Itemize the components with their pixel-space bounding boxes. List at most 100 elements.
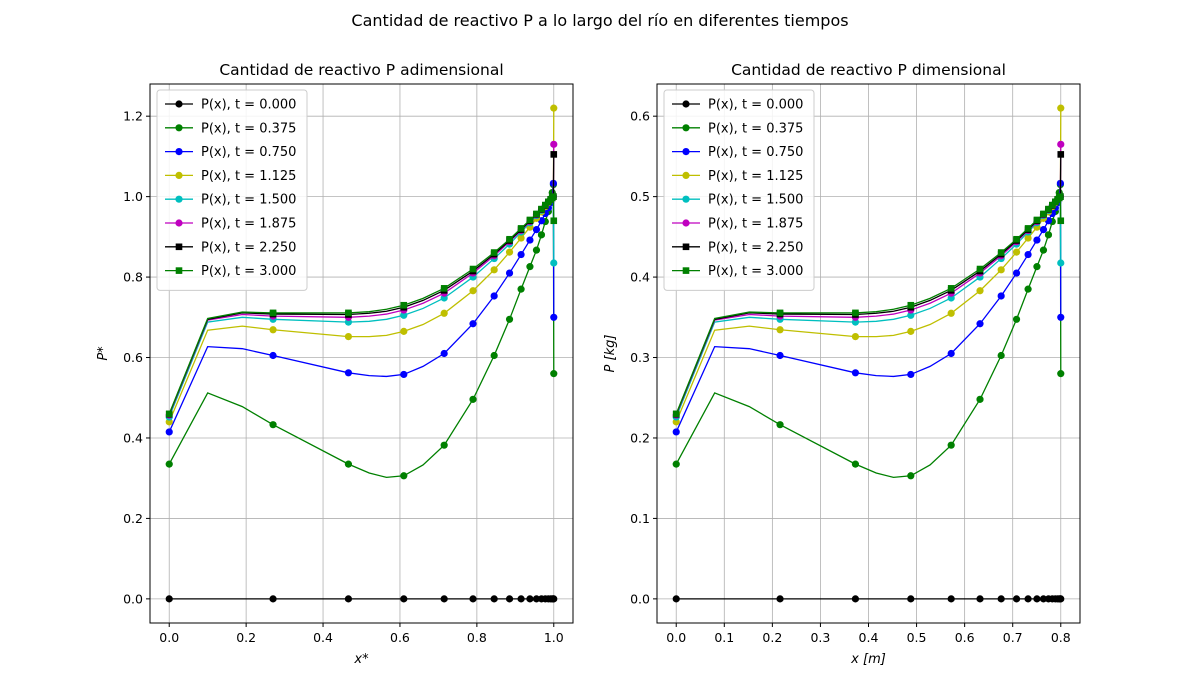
y-tick-label: 0.2 [123, 511, 143, 526]
legend-label: P(x), t = 2.250 [708, 240, 803, 255]
data-point [469, 265, 477, 273]
data-point [1057, 151, 1065, 158]
y-tick-label: 0.3 [630, 350, 650, 365]
data-point [526, 236, 534, 244]
data-point [1033, 263, 1041, 271]
data-point [976, 595, 984, 603]
legend-entry: P(x), t = 2.250 [672, 240, 803, 255]
series-0 [672, 595, 1065, 603]
data-point [550, 217, 558, 225]
data-point [672, 595, 680, 603]
legend-label: P(x), t = 3.000 [201, 264, 296, 279]
data-point [400, 311, 408, 319]
data-point [976, 395, 984, 403]
legend-marker [175, 219, 183, 227]
data-point [165, 595, 173, 603]
plot-area [672, 104, 1065, 603]
data-point [440, 285, 448, 292]
y-tick-label: 0.4 [630, 270, 650, 285]
data-point [269, 326, 277, 334]
y-tick-label: 0.6 [630, 109, 650, 124]
legend-marker [682, 100, 690, 108]
data-point [947, 595, 955, 603]
x-axis-label: x* [353, 652, 369, 667]
series-7 [165, 193, 558, 418]
axes-frame [149, 83, 574, 624]
data-point [505, 269, 514, 277]
figure-suptitle: Cantidad de reactivo P a lo largo del rí… [351, 11, 849, 30]
legend: P(x), t = 0.000 P(x), t = 0.375 P(x), t = … [156, 89, 308, 291]
legend-box [663, 89, 815, 291]
x-tick-label: 0.3 [810, 630, 830, 645]
data-point [165, 428, 173, 436]
legend-label: P(x), t = 0.750 [708, 145, 803, 160]
data-point [400, 327, 408, 335]
data-point [997, 249, 1005, 256]
data-point [1057, 193, 1064, 200]
data-point [1024, 285, 1032, 293]
legend-marker [682, 243, 690, 251]
chart-2: 0.0 0.1 0.2 0.3 0.4 0.5 0.6 0.7 0.8 0.0 0.1 0.2 0.3 0… [603, 61, 1081, 667]
data-point [1012, 269, 1021, 277]
data-point [517, 250, 525, 259]
x-tick-label: 0.4 [313, 630, 333, 645]
legend-marker [682, 219, 690, 227]
legend-marker [682, 171, 690, 179]
data-point [907, 301, 915, 309]
legend-label: P(x), t = 0.375 [201, 121, 296, 136]
data-point [526, 263, 534, 271]
data-point [1012, 595, 1021, 603]
data-point [776, 595, 784, 603]
data-point [440, 441, 448, 449]
legend-marker [175, 243, 183, 251]
legend-marker [682, 195, 690, 203]
data-point [490, 351, 498, 360]
data-point [1024, 225, 1032, 232]
data-point [672, 410, 680, 418]
data-point [517, 225, 525, 232]
data-point [1013, 235, 1020, 243]
data-point [1039, 595, 1048, 603]
x-tick-label: 0.8 [467, 630, 487, 645]
data-point [344, 595, 353, 603]
y-tick-label: 0.4 [123, 430, 143, 445]
x-tick-label: 1.0 [544, 630, 564, 645]
legend-label: P(x), t = 1.500 [708, 193, 803, 208]
data-point [506, 235, 513, 243]
x-tick-label: 0.6 [390, 630, 410, 645]
data-point [517, 285, 525, 293]
legend-entry: P(x), t = 0.750 [672, 145, 803, 160]
data-point [538, 205, 545, 213]
data-point [517, 595, 525, 603]
data-point [997, 292, 1005, 300]
legend-entry: P(x), t = 0.375 [672, 121, 803, 136]
y-tick-label: 0.5 [630, 189, 650, 204]
legend-marker [175, 171, 183, 179]
legend-entry: P(x), t = 1.875 [672, 217, 803, 232]
data-point [947, 285, 955, 292]
data-point [1033, 236, 1041, 244]
x-tick-label: 0.0 [666, 630, 686, 645]
data-point [550, 595, 558, 603]
data-point [851, 333, 860, 341]
y-tick-label: 0.1 [630, 511, 650, 526]
data-point [976, 287, 984, 295]
legend-entry: P(x), t = 1.125 [672, 169, 803, 184]
plot-area [165, 104, 558, 603]
data-point [947, 309, 955, 317]
data-point [776, 326, 784, 334]
data-point [537, 231, 546, 239]
data-point [469, 595, 477, 603]
data-point [490, 249, 498, 256]
data-point [1012, 315, 1021, 323]
x-tick-label: 0.6 [955, 630, 975, 645]
legend-marker [175, 267, 183, 274]
data-point [907, 370, 915, 379]
data-point [344, 333, 353, 341]
legend-label: P(x), t = 2.250 [201, 240, 296, 255]
data-point [469, 287, 477, 295]
chart-title: Cantidad de reactivo P dimensional [731, 61, 1006, 79]
data-point [269, 421, 277, 429]
data-point [440, 595, 448, 603]
